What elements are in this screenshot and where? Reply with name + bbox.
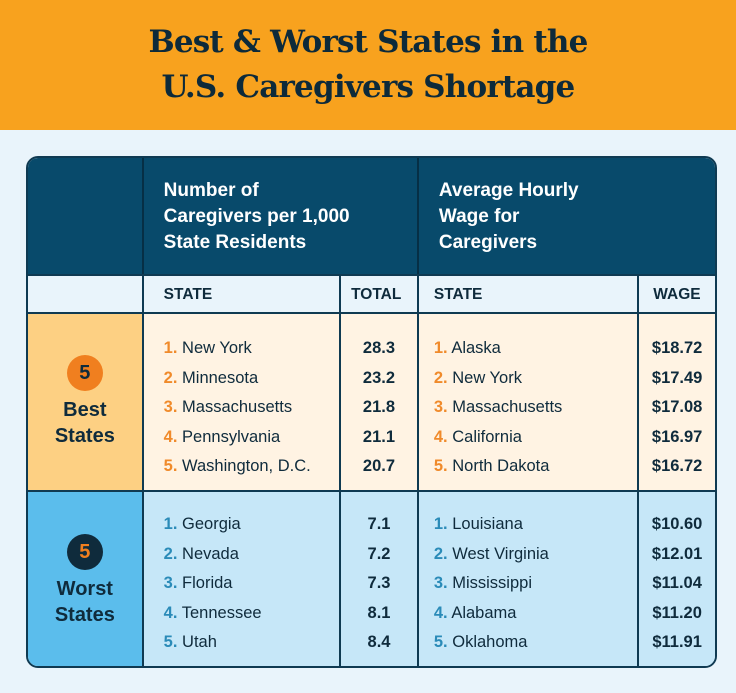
column-header-state: STATE — [141, 276, 339, 312]
column-header-label: STATE — [163, 286, 213, 303]
label-text: States — [54, 425, 115, 447]
page-title-line-2: U.S. Caregivers Shortage — [161, 69, 576, 105]
list-item: 2. Nevada — [163, 544, 239, 563]
worst-caregivers-states: 1. Georgia 2. Nevada 3. Florida 4. Tenne… — [141, 492, 340, 666]
best-wage-values: $18.72 $17.49 $17.08 $16.97 $16.72 — [637, 314, 715, 490]
label-text: States — [54, 604, 115, 626]
title-banner: Best & Worst States in the U.S. Caregive… — [0, 0, 736, 130]
wage-value: $17.08 — [651, 398, 703, 417]
worst-states-label-cell: 5 Worst States — [28, 492, 142, 666]
total-value: 21.1 — [362, 427, 396, 446]
total-value: 20.7 — [362, 457, 396, 476]
column-header-label: STATE — [433, 286, 483, 303]
list-item: 2. West Virginia — [433, 544, 549, 563]
column-header-wage: WAGE — [637, 276, 715, 312]
list-item: 5. North Dakota — [433, 457, 550, 476]
header-text: Caregivers — [438, 232, 538, 253]
total-value: 23.2 — [362, 368, 396, 387]
list-item: 1. Alaska — [433, 339, 501, 357]
table-header-row: Number of Caregivers per 1,000 State Res… — [28, 158, 715, 274]
best-wage-states: 1. Alaska 2. New York 3. Massachusetts 4… — [416, 314, 638, 490]
wage-value: $12.01 — [651, 544, 703, 563]
header-average-hourly-wage: Average Hourly Wage for Caregivers — [416, 158, 715, 274]
page-title-line-1: Best & Worst States in the — [148, 24, 588, 60]
list-item: 4. California — [433, 427, 522, 446]
header-text: Number of — [163, 180, 259, 201]
wage-value: $18.72 — [651, 339, 703, 357]
list-item: 4. Tennessee — [163, 603, 262, 622]
list-item: 4. Alabama — [433, 603, 517, 622]
wage-value: $11.20 — [652, 603, 702, 622]
best-states-label-cell: 5 Best States — [28, 314, 142, 490]
total-value: 7.2 — [367, 544, 391, 563]
list-item: 5. Washington, D.C. — [163, 457, 311, 476]
worst-wage-values: $10.60 $12.01 $11.04 $11.20 $11.91 — [637, 492, 715, 666]
count-badge: 5 — [66, 355, 103, 391]
wage-value: $16.97 — [651, 427, 703, 446]
worst-states-row: 5 Worst States 1. Georgia 2. Nevada 3. F… — [28, 490, 715, 666]
header-text: State Residents — [163, 232, 307, 253]
wage-value: $17.49 — [651, 368, 703, 387]
header-corner — [28, 158, 142, 274]
list-item: 1. Louisiana — [433, 515, 523, 533]
list-item: 1. Georgia — [163, 515, 241, 533]
total-value: 28.3 — [362, 339, 396, 357]
label-text: Best — [63, 399, 107, 421]
wage-value: $10.60 — [651, 515, 703, 533]
column-header-total: TOTAL — [339, 276, 417, 312]
list-item: 3. Florida — [163, 574, 233, 593]
header-caregivers-per-1000: Number of Caregivers per 1,000 State Res… — [141, 158, 417, 274]
column-header-state: STATE — [416, 276, 637, 312]
wage-value: $11.91 — [652, 633, 702, 652]
worst-caregivers-totals: 7.1 7.2 7.3 8.1 8.4 — [339, 492, 417, 666]
worst-states-label: Worst States — [55, 576, 115, 628]
column-header-label: WAGE — [653, 286, 701, 303]
label-text: Worst — [56, 578, 113, 600]
list-item: 4. Pennsylvania — [163, 427, 281, 446]
worst-wage-states: 1. Louisiana 2. West Virginia 3. Mississ… — [416, 492, 638, 666]
total-value: 8.1 — [367, 603, 391, 622]
header-text: Caregivers per 1,000 — [163, 206, 350, 227]
total-value: 21.8 — [362, 398, 396, 417]
total-value: 8.4 — [367, 633, 391, 652]
list-item: 2. Minnesota — [163, 368, 259, 387]
list-item: 3. Mississippi — [433, 574, 532, 593]
wage-value: $16.72 — [651, 457, 703, 476]
subheader-corner — [28, 276, 142, 312]
list-item: 1. New York — [163, 339, 252, 357]
wage-value: $11.04 — [652, 574, 702, 593]
header-text: Wage for — [438, 206, 520, 227]
list-item: 3. Massachusetts — [163, 398, 293, 417]
total-value: 7.3 — [367, 574, 391, 593]
list-item: 5. Oklahoma — [433, 633, 528, 652]
list-item: 5. Utah — [163, 633, 217, 652]
best-caregivers-totals: 28.3 23.2 21.8 21.1 20.7 — [339, 314, 417, 490]
best-states-label: Best States — [55, 397, 115, 449]
column-header-label: TOTAL — [351, 286, 402, 303]
caregivers-table: Number of Caregivers per 1,000 State Res… — [26, 156, 717, 668]
table-subheader-row: STATE TOTAL STATE WAGE — [28, 274, 715, 312]
list-item: 2. New York — [433, 368, 522, 387]
header-text: Average Hourly — [438, 180, 579, 201]
best-caregivers-states: 1. New York 2. Minnesota 3. Massachusett… — [141, 314, 340, 490]
list-item: 3. Massachusetts — [433, 398, 563, 417]
best-states-row: 5 Best States 1. New York 2. Minnesota 3… — [28, 312, 715, 490]
count-badge: 5 — [66, 534, 103, 570]
total-value: 7.1 — [367, 515, 391, 533]
